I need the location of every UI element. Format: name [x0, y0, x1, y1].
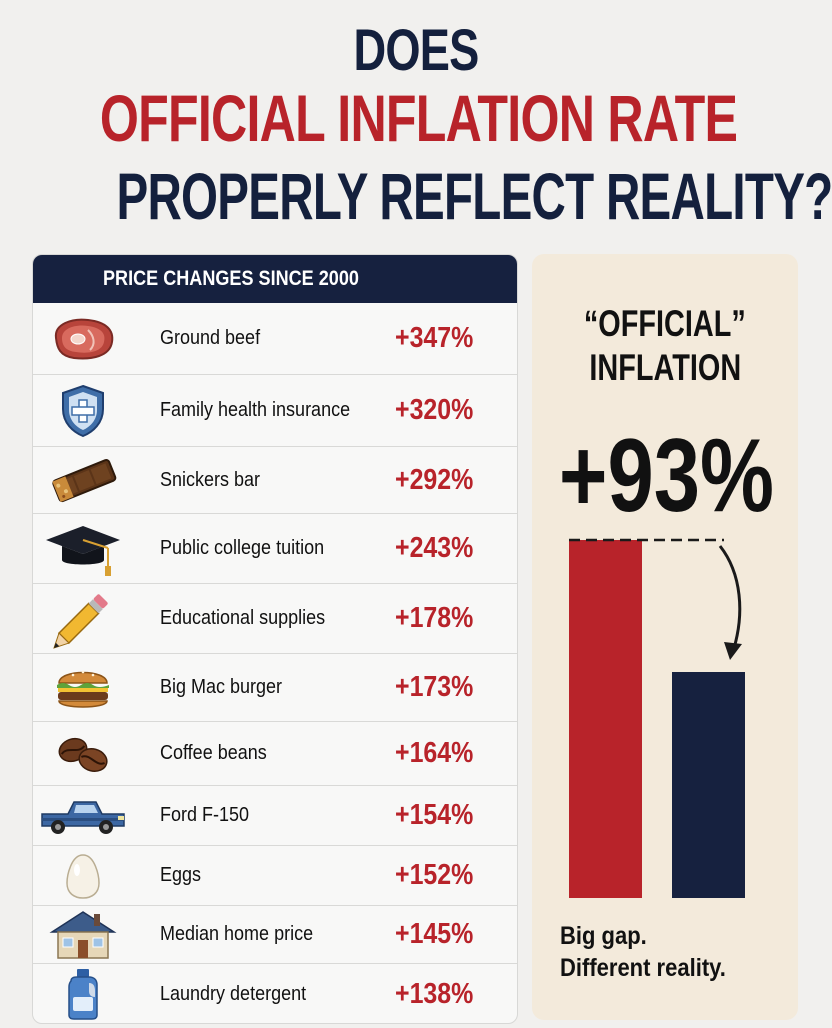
item-change: +145% — [395, 918, 474, 950]
gap-arrow-icon — [718, 545, 742, 649]
list-item: Ground beef +347% — [33, 303, 517, 375]
item-label: Educational supplies — [160, 607, 326, 629]
list-item: Median home price +145% — [33, 906, 517, 964]
list-item: Educational supplies +178% — [33, 584, 517, 654]
egg-icon — [33, 846, 133, 905]
list-item: Public college tuition +243% — [33, 514, 517, 584]
graduation-cap-icon — [33, 514, 133, 583]
item-label: Ford F-150 — [160, 804, 250, 826]
list-item: Eggs +152% — [33, 846, 517, 906]
burger-icon — [33, 654, 133, 721]
coffee-beans-icon — [33, 722, 133, 785]
real-prices-bar — [569, 540, 642, 898]
item-change: +154% — [395, 799, 474, 831]
list-item: Ford F-150 +154% — [33, 786, 517, 846]
list-item: Big Mac burger +173% — [33, 654, 517, 722]
official-title-line-1: “OFFICIAL” — [584, 303, 746, 344]
headline-line-1: DOES — [353, 18, 479, 83]
headline-line-2: OFFICIAL INFLATION RATE — [99, 81, 738, 155]
item-label: Eggs — [160, 864, 202, 886]
item-change: +164% — [395, 737, 474, 769]
item-change: +138% — [395, 977, 474, 1010]
list-item: Laundry detergent +138% — [33, 964, 517, 1023]
item-change: +173% — [395, 671, 474, 703]
item-change: +243% — [395, 532, 474, 564]
price-changes-panel: PRICE CHANGES SINCE 2000 Ground beef +34… — [32, 254, 518, 1024]
gap-arrow-head-icon — [724, 642, 742, 660]
item-label: Snickers bar — [160, 468, 261, 491]
headline-line-3: PROPERLY REFLECT REALITY? — [116, 159, 832, 233]
item-change: +292% — [395, 463, 474, 496]
candy-bar-icon — [33, 447, 133, 513]
item-label: Laundry detergent — [160, 982, 307, 1005]
item-change: +178% — [395, 602, 474, 634]
item-change: +320% — [395, 394, 474, 426]
list-item: Coffee beans +164% — [33, 722, 517, 786]
item-label: Family health insurance — [160, 399, 351, 421]
pickup-truck-icon — [33, 786, 133, 845]
item-label: Public college tuition — [160, 537, 325, 559]
official-title-line-2: INFLATION — [589, 347, 741, 388]
shield-cross-icon — [33, 375, 133, 446]
item-change: +152% — [395, 859, 474, 891]
list-item: Snickers bar +292% — [33, 447, 517, 514]
item-label: Coffee beans — [160, 742, 267, 764]
steak-icon — [33, 303, 133, 374]
item-label: Ground beef — [160, 327, 261, 349]
item-label: Median home price — [160, 923, 314, 945]
house-icon — [33, 906, 133, 963]
price-changes-header-text: PRICE CHANGES SINCE 2000 — [103, 267, 359, 290]
pencil-icon — [33, 584, 133, 653]
detergent-bottle-icon — [33, 964, 133, 1023]
price-changes-header: PRICE CHANGES SINCE 2000 — [33, 255, 517, 303]
official-inflation-value: +93% — [558, 418, 775, 534]
official-inflation-bar — [672, 672, 745, 898]
item-label: Big Mac burger — [160, 676, 283, 698]
caption-line-2: Different reality. — [560, 954, 726, 982]
comparison-bar-chart — [569, 538, 745, 898]
official-inflation-panel: “OFFICIAL” INFLATION +93% Big gap. Diffe… — [532, 254, 798, 1020]
caption-line-1: Big gap. — [560, 922, 647, 950]
item-change: +347% — [395, 322, 474, 354]
list-item: Family health insurance +320% — [33, 375, 517, 447]
gap-caption: Big gap. Different reality. — [560, 920, 790, 984]
